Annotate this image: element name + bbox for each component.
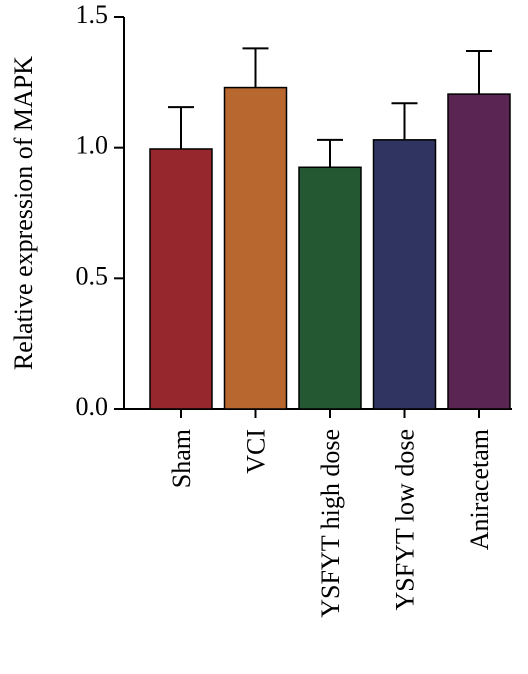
x-tick-label: Aniracetam bbox=[465, 429, 494, 550]
y-ticks: 0.0 0.5 1.0 1.5 bbox=[76, 0, 124, 421]
x-tick-labels: Sham VCI YSFYT high dose YSFYT low dose Anir… bbox=[167, 409, 494, 618]
y-tick-label: 1.0 bbox=[76, 131, 109, 160]
bars bbox=[149, 86, 511, 410]
bar-sham bbox=[149, 148, 213, 410]
y-axis-title: Relative expression of MAPK bbox=[9, 56, 38, 370]
bar-ysfyt-high-dose bbox=[298, 166, 362, 410]
bar-aniracetam bbox=[447, 93, 511, 410]
x-tick-label: VCI bbox=[242, 429, 271, 474]
x-tick-label: Sham bbox=[167, 429, 196, 488]
bar-ysfyt-low-dose bbox=[372, 139, 437, 410]
bar-vci bbox=[223, 86, 288, 410]
x-tick-label: YSFYT low dose bbox=[391, 429, 420, 611]
y-tick-label: 0.0 bbox=[76, 392, 109, 421]
x-tick-label: YSFYT high dose bbox=[316, 429, 345, 618]
y-tick-label: 0.5 bbox=[76, 261, 109, 290]
error-bars bbox=[168, 47, 492, 168]
y-tick-label: 1.5 bbox=[76, 0, 109, 29]
